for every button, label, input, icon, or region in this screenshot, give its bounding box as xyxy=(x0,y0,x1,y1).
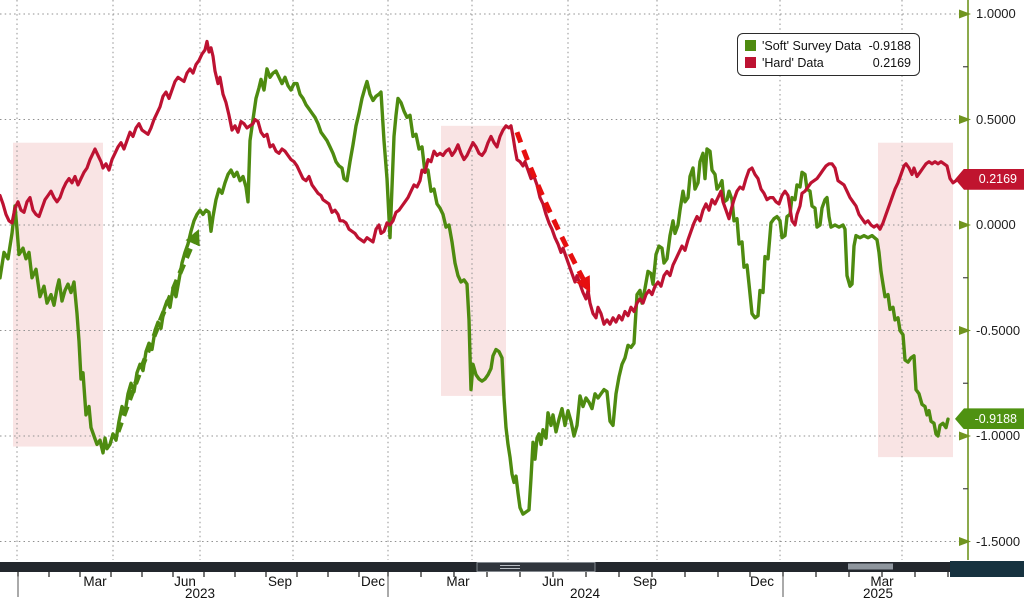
hard-rollover-arrow xyxy=(514,131,591,293)
y-tick-arrow-icon xyxy=(959,115,971,124)
legend-item-soft-survey-data: 'Soft' Survey Data -0.9188 xyxy=(745,37,911,54)
legend-label: 'Hard' Data xyxy=(762,55,824,70)
y-axis-label: 0.0000 xyxy=(976,217,1016,232)
y-axis-label: -1.5000 xyxy=(976,533,1021,549)
y-axis-label: -0.5000 xyxy=(976,322,1021,338)
x-axis-month-label: Mar xyxy=(870,574,894,589)
recession-highlight-bands xyxy=(13,125,953,458)
axis-badge-hard-data-last-value: 0.2169 xyxy=(955,168,1024,190)
legend: 'Soft' Survey Data -0.9188 'Hard' Data 0.21… xyxy=(737,33,920,76)
x-axis-month-label: Dec xyxy=(360,574,386,589)
legend-swatch-icon xyxy=(745,40,756,51)
x-axis-month-label: Mar xyxy=(83,574,107,589)
y-axis-label: 1.0000 xyxy=(976,6,1016,21)
y-tick-arrow-icon xyxy=(959,537,971,546)
legend-label: 'Soft' Survey Data xyxy=(762,38,862,53)
x-axis-year-label: 2024 xyxy=(569,586,601,599)
x-axis-month-label: Mar xyxy=(446,574,470,589)
y-tick-arrow-icon xyxy=(959,431,971,441)
x-axis-month-label: Dec xyxy=(749,574,775,589)
x-axis-month-label: Jun xyxy=(542,574,564,589)
right-axis xyxy=(959,0,971,560)
hard-data-line xyxy=(0,39,960,326)
highlight-band-3 xyxy=(878,142,953,458)
y-tick-arrow-icon xyxy=(959,9,971,19)
bottom-axis xyxy=(0,561,1024,597)
x-axis-year-label: 2025 xyxy=(862,586,894,599)
x-axis-year-label: 2023 xyxy=(184,586,216,599)
x-axis-month-label: Sep xyxy=(267,574,293,589)
y-tick-arrow-icon xyxy=(959,326,971,335)
highlight-band-2 xyxy=(441,125,506,396)
legend-value: 0.2169 xyxy=(872,55,911,70)
highlight-band-1 xyxy=(13,142,103,447)
scrollbar-segment xyxy=(848,563,893,570)
soft-rebound-arrow xyxy=(115,229,200,433)
axis-badge-soft-data-last-value: -0.9188 xyxy=(955,408,1024,430)
x-axis-month-label: Jun xyxy=(174,574,196,589)
legend-item-hard-data: 'Hard' Data 0.2169 xyxy=(745,54,911,71)
gridlines xyxy=(0,0,968,560)
y-axis-label: -1.0000 xyxy=(976,428,1021,443)
trend-annotation-arrows xyxy=(115,131,591,433)
scrollbar-corner-block xyxy=(950,561,1024,577)
x-axis-month-label: Sep xyxy=(632,574,658,589)
y-axis-label: 0.5000 xyxy=(976,111,1016,127)
scrollbar-thumb[interactable] xyxy=(476,562,596,572)
legend-swatch-icon xyxy=(745,57,756,68)
y-tick-arrow-icon xyxy=(959,220,971,230)
legend-value: -0.9188 xyxy=(868,38,911,53)
